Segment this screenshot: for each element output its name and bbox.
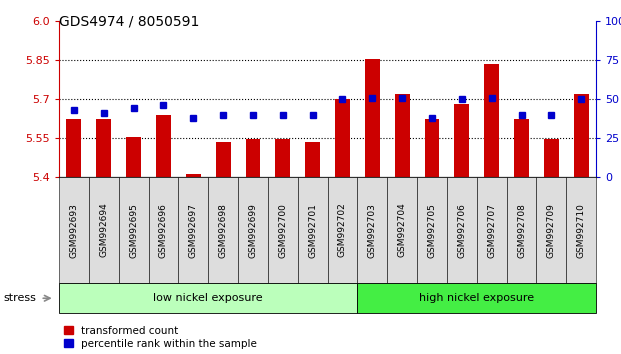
Bar [126, 137, 141, 177]
Text: high nickel exposure: high nickel exposure [419, 293, 534, 303]
Bar [365, 59, 380, 177]
Bar [544, 139, 559, 177]
Text: low nickel exposure: low nickel exposure [153, 293, 263, 303]
Text: GSM992706: GSM992706 [458, 202, 466, 258]
Bar [425, 119, 440, 177]
Text: GDS4974 / 8050591: GDS4974 / 8050591 [59, 14, 199, 28]
Text: GSM992704: GSM992704 [397, 203, 407, 257]
Text: GSM992694: GSM992694 [99, 203, 108, 257]
Bar [484, 64, 499, 177]
Bar [215, 142, 230, 177]
Text: GSM992698: GSM992698 [219, 202, 228, 258]
Bar [305, 142, 320, 177]
Legend: transformed count, percentile rank within the sample: transformed count, percentile rank withi… [64, 326, 256, 349]
Text: GSM992696: GSM992696 [159, 202, 168, 258]
Bar [275, 139, 290, 177]
Text: GSM992697: GSM992697 [189, 202, 197, 258]
Bar [455, 104, 469, 177]
Text: GSM992709: GSM992709 [547, 202, 556, 258]
Text: GSM992701: GSM992701 [308, 202, 317, 258]
Text: GSM992700: GSM992700 [278, 202, 288, 258]
Text: stress: stress [3, 293, 36, 303]
Bar [335, 99, 350, 177]
Text: GSM992702: GSM992702 [338, 203, 347, 257]
Bar [156, 115, 171, 177]
Text: GSM992699: GSM992699 [248, 202, 258, 258]
Text: GSM992710: GSM992710 [577, 202, 586, 258]
Text: GSM992708: GSM992708 [517, 202, 526, 258]
Bar [186, 175, 201, 177]
Bar [395, 94, 410, 177]
Bar [96, 119, 111, 177]
Text: GSM992705: GSM992705 [427, 202, 437, 258]
Bar [514, 119, 529, 177]
Text: GSM992703: GSM992703 [368, 202, 377, 258]
Text: GSM992693: GSM992693 [70, 202, 78, 258]
Text: GSM992707: GSM992707 [487, 202, 496, 258]
Bar [245, 139, 260, 177]
Bar [66, 119, 81, 177]
Bar [574, 94, 589, 177]
Text: GSM992695: GSM992695 [129, 202, 138, 258]
